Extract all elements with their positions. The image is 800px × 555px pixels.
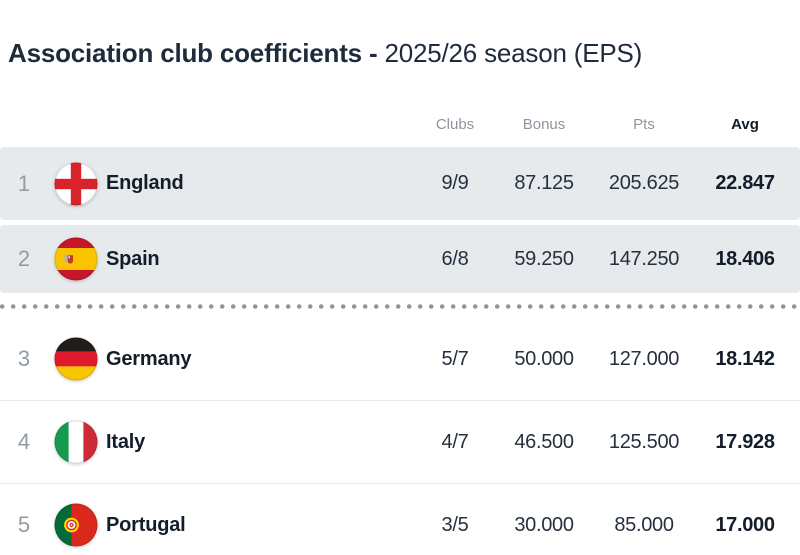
pts-value: 125.500: [608, 430, 680, 453]
clubs-value: 9/9: [441, 172, 469, 194]
pts-value: 127.000: [608, 347, 680, 370]
bonus-value: 46.500: [514, 430, 574, 453]
column-header-clubs: Clubs: [435, 115, 475, 133]
clubs-value: 3/5: [441, 513, 469, 536]
bonus-value: 59.250: [514, 247, 574, 270]
country-name: Portugal: [106, 513, 186, 536]
rank-number: 1: [17, 170, 31, 196]
avg-value: 18.406: [715, 247, 775, 270]
portugal-flag-icon: [54, 503, 98, 547]
table-row[interactable]: 5 Portugal 3/5 30.000 85.000 17.000: [0, 483, 800, 555]
spain-flag-icon: [54, 237, 98, 281]
coefficients-table: Clubs Bonus Pts Avg 1 England 9/9 87.125 205…: [0, 111, 800, 555]
clubs-value: 5/7: [441, 347, 469, 370]
qualification-cutoff-divider: [0, 304, 800, 309]
table-row[interactable]: 2 Spain 6/8 59.250 147.250 18.406: [0, 225, 800, 293]
country-name: Germany: [106, 347, 192, 370]
rank-number: 4: [17, 429, 31, 454]
rank-number: 2: [17, 246, 31, 271]
clubs-value: 6/8: [441, 247, 469, 270]
pts-value: 85.000: [614, 513, 674, 536]
pts-value: 147.250: [608, 247, 680, 270]
pts-value: 205.625: [608, 172, 680, 194]
column-header-avg: Avg: [731, 115, 759, 133]
bonus-value: 50.000: [514, 347, 574, 370]
table-row[interactable]: 3 Germany 5/7 50.000 127.000 18.142: [0, 318, 800, 400]
bonus-value: 87.125: [514, 172, 574, 194]
rank-number: 5: [17, 512, 31, 537]
bonus-value: 30.000: [514, 513, 574, 536]
italy-flag-icon: [54, 420, 98, 464]
country-name: Spain: [106, 247, 160, 270]
page-title-main: Association club coefficients -: [8, 38, 378, 68]
table-row[interactable]: 1 England 9/9 87.125 205.625 22.847: [0, 147, 800, 220]
england-flag-icon: [54, 162, 98, 206]
country-name: Italy: [106, 430, 146, 453]
clubs-value: 4/7: [441, 430, 469, 453]
page-title: Association club coefficients - 2025/26 …: [8, 40, 792, 67]
rank-number: 3: [17, 346, 31, 371]
country-name: England: [106, 172, 184, 194]
avg-value: 17.928: [715, 430, 775, 453]
column-header-pts: Pts: [633, 115, 655, 133]
flag-cell: [48, 337, 104, 381]
table-body: 1 England 9/9 87.125 205.625 22.847 2 Spain 6/8 5…: [0, 147, 800, 555]
flag-cell: [48, 503, 104, 547]
table-header-row: Clubs Bonus Pts Avg: [0, 111, 800, 137]
flag-cell: [48, 237, 104, 281]
avg-value: 17.000: [715, 513, 775, 536]
page-title-season: 2025/26 season (EPS): [384, 38, 643, 68]
avg-value: 22.847: [715, 172, 775, 194]
column-header-bonus: Bonus: [522, 115, 566, 133]
germany-flag-icon: [54, 337, 98, 381]
flag-cell: [48, 420, 104, 464]
flag-cell: [48, 162, 104, 206]
table-row[interactable]: 4 Italy 4/7 46.500 125.500 17.928: [0, 400, 800, 483]
avg-value: 18.142: [715, 347, 775, 370]
